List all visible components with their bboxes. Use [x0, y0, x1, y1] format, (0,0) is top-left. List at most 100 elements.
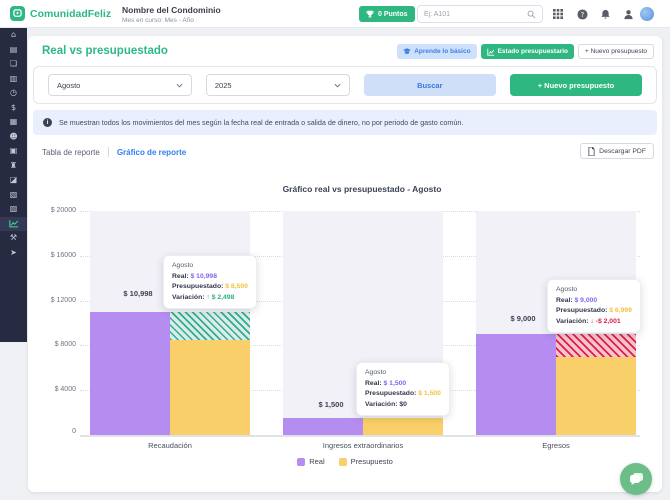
tooltip-var-value: $0: [399, 400, 407, 408]
legend-label-real: Real: [309, 457, 325, 466]
condo-subtitle: Mes en curso: Mes - Año: [122, 17, 194, 24]
learn-basics-badge[interactable]: Aprende lo básico: [397, 44, 477, 59]
bar-value-label: $ 1,500: [318, 400, 344, 409]
account-person-icon[interactable]: [621, 7, 635, 21]
folder-icon: ◪: [9, 175, 18, 185]
tools-icon: ⚒: [9, 233, 18, 243]
tooltip-var-value: $ 2,498: [211, 293, 235, 301]
money-icon: $: [10, 102, 17, 112]
bar-variance-hatch-3: [556, 334, 636, 357]
new-budget-badge[interactable]: + Nuevo presupuesto: [578, 44, 654, 59]
tooltip-presup-value: $ 1,500: [418, 390, 441, 397]
chart-tooltip-recaudacion: Agosto Real: $ 10,998 Presupuestado: $ 8…: [163, 255, 257, 309]
brand-name[interactable]: ComunidadFeliz: [30, 8, 112, 20]
sidebar-item-tools[interactable]: ⚒: [0, 231, 27, 246]
points-label: 0 Puntos: [378, 10, 408, 18]
budget-status-label: Estado presupuestario: [497, 48, 569, 55]
info-icon: i: [43, 118, 52, 127]
documents-icon: ❏: [9, 59, 18, 69]
year-select-value: 2025: [214, 80, 232, 90]
help-icon[interactable]: ?: [575, 7, 589, 21]
month-select-value: Agosto: [57, 80, 81, 90]
tooltip-real-value: $ 10,998: [190, 272, 217, 280]
bar-presupuesto-2[interactable]: [363, 418, 443, 435]
clipboard-icon: ▧: [9, 189, 18, 199]
x-axis-category: Ingresos extraordinarios: [322, 441, 404, 450]
download-pdf-button[interactable]: Descargar PDF: [580, 143, 654, 159]
sidebar-item-calculator[interactable]: ▦: [0, 115, 27, 130]
community-icon: ☻: [9, 131, 18, 141]
bar-value-label: $ 10,998: [123, 289, 153, 298]
new-budget-button[interactable]: + Nuevo presupuesto: [509, 74, 642, 96]
sidebar-item-clipboard[interactable]: ▧: [0, 188, 27, 203]
bar-real-1[interactable]: [90, 311, 170, 435]
search-input[interactable]: [424, 10, 527, 18]
year-select[interactable]: 2025: [205, 74, 350, 96]
search-icon: [527, 10, 536, 18]
sidebar-item-payments[interactable]: ▤: [0, 43, 27, 58]
legend-item-presupuesto[interactable]: Presupuesto: [338, 457, 393, 466]
condo-name: Nombre del Condominio: [122, 5, 221, 15]
sidebar-item-news[interactable]: ▥: [0, 72, 27, 87]
bar-real-2[interactable]: [283, 418, 363, 435]
info-banner-text: Se muestran todos los movimientos del me…: [59, 118, 464, 127]
briefcase-icon: ▣: [9, 146, 18, 156]
sidebar-item-documents[interactable]: ❏: [0, 57, 27, 72]
new-budget-badge-label: + Nuevo presupuesto: [585, 48, 647, 55]
tooltip-presup-value: $ 6,999: [609, 307, 632, 314]
legend-item-real[interactable]: Real: [297, 457, 325, 466]
tooltip-month: Agosto: [556, 286, 578, 293]
chart-legend: Real Presupuesto: [28, 457, 662, 466]
tooltip-month: Agosto: [172, 262, 194, 269]
search-button[interactable]: Buscar: [363, 74, 496, 96]
info-banner: i Se muestran todos los movimientos del …: [33, 110, 657, 135]
apps-grid-icon[interactable]: [551, 7, 565, 21]
condo-header: Nombre del Condominio Mes en curso: Mes …: [122, 5, 221, 24]
month-select[interactable]: Agosto: [48, 74, 192, 96]
learn-basics-label: Aprende lo básico: [414, 48, 471, 55]
download-pdf-label: Descargar PDF: [599, 147, 646, 155]
chart-tooltip-egresos: Agosto Real: $ 9,000 Presupuestado: $ 6,…: [547, 279, 641, 333]
chat-fab-button[interactable]: [620, 463, 652, 495]
graduation-cap-icon: [403, 48, 412, 54]
tab-chart-report[interactable]: Gráfico de reporte: [116, 147, 187, 157]
unit-search[interactable]: [417, 5, 543, 23]
sidebar-item-briefcase[interactable]: ▣: [0, 144, 27, 159]
bar-presupuesto-1[interactable]: [170, 339, 250, 435]
sidebar-item-reports[interactable]: ▨: [0, 202, 27, 217]
sidebar-item-history[interactable]: ◷: [0, 86, 27, 101]
notifications-bell-icon[interactable]: [598, 7, 612, 21]
down-arrow-icon: ↓: [590, 317, 594, 325]
reports-chart-icon: [8, 220, 18, 228]
chart-area: $ 20000 $ 16000 $ 12000 $ 8000 $ 4000 0 …: [28, 36, 662, 492]
sidebar-item-send[interactable]: ➤: [0, 246, 27, 261]
sidebar-item-bank[interactable]: ♜: [0, 159, 27, 174]
main-content-card: Real vs presupuestado Aprende lo básico …: [28, 36, 662, 492]
y-axis-tick: $ 4000: [54, 386, 76, 393]
home-icon: ⌂: [10, 30, 17, 40]
page-actions: Aprende lo básico Estado presupuestario …: [397, 44, 654, 59]
bar-real-3[interactable]: [476, 334, 556, 435]
tab-table-report[interactable]: Tabla de reporte: [42, 147, 100, 157]
brand-logo-icon[interactable]: [10, 6, 25, 21]
payments-icon: ▤: [9, 44, 18, 54]
sidebar-item-community[interactable]: ☻: [0, 130, 27, 145]
bar-value-label: $ 9,000: [510, 314, 536, 323]
sidebar-item-money[interactable]: $: [0, 101, 27, 116]
legend-swatch-real: [297, 457, 306, 466]
points-button[interactable]: 0 Puntos: [359, 6, 415, 22]
tab-divider: [107, 147, 109, 157]
bar-presupuesto-3[interactable]: [556, 356, 636, 435]
chat-bubbles-icon: [630, 473, 643, 485]
reports-icon: ▨: [9, 204, 18, 214]
sidebar-item-home[interactable]: ⌂: [0, 28, 27, 43]
user-avatar[interactable]: [640, 7, 654, 21]
sidebar-item-reports-chart[interactable]: [0, 216, 27, 231]
budget-status-badge[interactable]: Estado presupuestario: [480, 44, 575, 59]
tooltip-var-value: -$ 2,001: [595, 317, 621, 325]
legend-swatch-presupuesto: [338, 457, 347, 466]
x-axis-line: [80, 435, 640, 437]
y-axis-tick: $ 20000: [50, 207, 76, 214]
tooltip-var-label: Variación:: [172, 293, 205, 301]
sidebar-item-folder[interactable]: ◪: [0, 173, 27, 188]
